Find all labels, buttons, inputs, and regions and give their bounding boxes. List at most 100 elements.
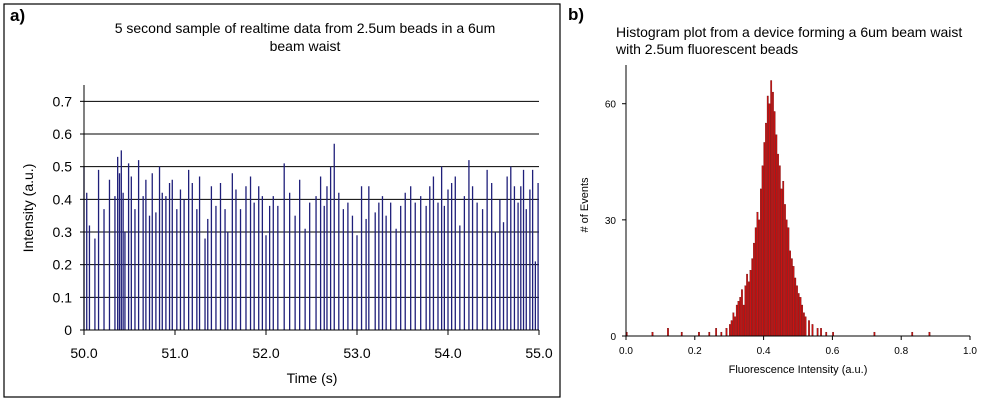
chart-b-hist-bar	[720, 331, 723, 337]
chart-b-hist-bar	[739, 297, 742, 337]
chart-b-x-tick-label: 0.6	[825, 346, 839, 357]
chart-a-y-tick-label: 0.1	[53, 289, 73, 305]
chart-b-hist-bar	[708, 331, 711, 337]
chart-a-x-tick-label: 53.0	[343, 345, 370, 361]
chart-b-hist-bar	[782, 180, 785, 337]
chart-b-y-tick-label: 60	[605, 100, 617, 111]
chart-b-hist-bar	[746, 273, 748, 337]
chart-b-x-tick-label: 1.0	[963, 346, 977, 357]
chart-b-hist-bar	[742, 304, 745, 337]
chart-b-hist-bar	[734, 316, 736, 337]
chart-b-hist-bar	[754, 227, 757, 337]
chart-b-hist-bar	[772, 91, 774, 337]
chart-b-hist-bar	[787, 227, 790, 337]
chart-b-y-tick-label: 0	[610, 332, 616, 343]
chart-a-y-tick-label: 0.6	[53, 126, 73, 142]
chart-b-hist-bar	[715, 328, 718, 337]
chart-b-hist-bar	[725, 328, 728, 337]
chart-b-x-ticks: 0.0 0.2 0.4 0.6 0.8 1.0	[619, 336, 977, 357]
chart-b-hist-bar	[873, 331, 876, 337]
chart-a-x-tick-label: 55.0	[525, 345, 552, 361]
chart-b-hist-bar	[749, 270, 752, 337]
chart-b-hist-bar	[797, 293, 800, 337]
chart-a-y-tick-label: 0.4	[53, 191, 73, 207]
chart-b-hist-bar	[832, 331, 834, 337]
chart-a-title-line-2: beam waist	[270, 38, 341, 54]
chart-a-y-tick-label: 0.3	[53, 224, 73, 240]
chart-b-hist-bar	[729, 324, 731, 337]
chart-b-hist-bar	[651, 331, 654, 337]
chart-b-hist-bar	[820, 328, 822, 337]
chart-b-hist-bar	[735, 304, 738, 337]
chart-a-y-tick-label: 0	[64, 322, 72, 338]
chart-b-title-line-2: with 2.5um fluorescent beads	[615, 41, 798, 57]
chart-b-hist-bar	[770, 80, 773, 337]
chart-b-x-tick-label: 0.4	[757, 346, 771, 357]
chart-b-hist-bar	[775, 134, 778, 337]
chart-b-hist-bar	[778, 165, 781, 337]
chart-a-x-tick-label: 52.0	[252, 345, 279, 361]
chart-b-hist-bar	[753, 242, 755, 337]
chart-b-hist-bar	[794, 277, 797, 337]
chart-b-hist-bar	[808, 320, 810, 337]
chart-b-hist-bar	[789, 250, 791, 337]
chart-b-hist-bar	[785, 219, 788, 337]
chart-b-hist-bar	[698, 331, 700, 337]
panel-b: b) Histogram plot from a device forming …	[568, 5, 977, 376]
chart-b-hist-bar	[758, 219, 761, 337]
panel-b-label: b)	[568, 5, 584, 24]
chart-b-hist-bar	[777, 153, 779, 337]
chart-b-y-tick-label: 30	[605, 216, 617, 227]
chart-b-hist-bar	[792, 266, 795, 337]
chart-b-hist-bar	[747, 281, 750, 337]
chart-b-hist-bar	[732, 312, 735, 337]
chart-b-hist-bar	[667, 328, 669, 337]
chart-b-hist-bar	[801, 304, 804, 337]
chart-a-y-tick-label: 0.2	[53, 257, 73, 273]
chart-b-x-tick-label: 0.0	[619, 346, 633, 357]
chart-a-x-tick-label: 50.0	[70, 345, 97, 361]
chart-b-hist-bar	[825, 331, 828, 337]
chart-a-y-ticks: 0 0.1 0.2 0.3 0.4 0.5 0.6 0.7	[53, 93, 84, 338]
chart-b-ylabel: # of Events	[579, 177, 591, 233]
chart-b-hist-bar	[784, 204, 786, 337]
chart-a-x-tick-label: 51.0	[161, 345, 188, 361]
chart-a-x-ticks: 50.0 51.0 52.0 53.0 54.0 55.0	[70, 330, 553, 361]
chart-b-hist-bar	[768, 103, 771, 337]
chart-a-x-tick-label: 54.0	[434, 345, 461, 361]
chart-a-bars	[83, 143, 539, 330]
panel-a: a) 5 second sample of realtime data from…	[3, 3, 561, 398]
chart-b-hist-bar	[765, 122, 767, 337]
chart-b-xlabel: Fluorescence Intensity (a.u.)	[729, 364, 868, 376]
chart-b-x-tick-label: 0.8	[894, 346, 908, 357]
chart-b-hist-bar	[751, 258, 754, 337]
chart-b-hist-bar	[799, 297, 802, 337]
chart-b-hist-bar	[756, 211, 759, 337]
chart-b-hist-bar	[730, 320, 733, 337]
chart-b-hist-bar	[766, 95, 769, 337]
chart-b-x-tick-label: 0.2	[688, 346, 702, 357]
chart-b-hist-bar	[911, 331, 914, 337]
chart-a-xlabel: Time (s)	[287, 370, 338, 386]
chart-b-hist-bar	[803, 312, 805, 337]
chart-b-hist-bar	[760, 188, 762, 337]
panel-a-label: a)	[10, 6, 25, 25]
chart-b-hist-bar	[741, 289, 743, 337]
chart-b-hist-bar	[811, 324, 814, 337]
chart-a-title-line-1: 5 second sample of realtime data from 2.…	[115, 20, 496, 36]
chart-b-hist-bar	[928, 331, 931, 337]
chart-b-hist-bar	[780, 188, 783, 337]
chart-b-y-ticks: 0 30 60	[605, 100, 626, 343]
panel-a-frame	[3, 3, 561, 398]
chart-b-title-line-1: Histogram plot from a device forming a 6…	[616, 24, 962, 40]
chart-b-hist-bar	[773, 111, 776, 337]
chart-b-hist-bar	[816, 328, 819, 337]
chart-b-hist-bar	[680, 331, 683, 337]
chart-b-hist-bar	[744, 285, 747, 337]
chart-b-hist-bar	[737, 301, 740, 337]
chart-b-hist-bar	[796, 285, 798, 337]
chart-b-hist-bar	[763, 142, 766, 337]
chart-a-ylabel: Intensity (a.u.)	[20, 164, 36, 253]
chart-a-y-tick-label: 0.7	[53, 93, 73, 109]
